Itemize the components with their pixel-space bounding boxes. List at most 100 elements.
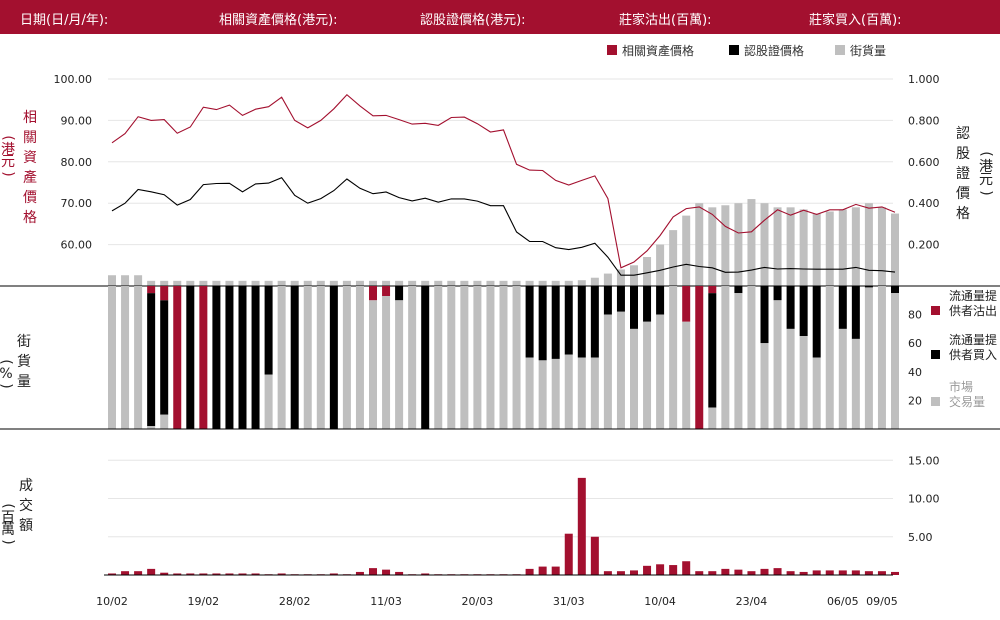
turnover-bar [277,573,286,575]
turnover-bar [682,561,691,575]
date-label: 日期(日/月/年): [20,13,109,28]
mm-buy-label: 莊家買入(百萬): [809,13,902,28]
lp-buy-bar [551,286,560,359]
street-volume-bar [512,280,521,286]
market-volume-bar [369,300,377,429]
mm-sell-label: 莊家沽出(百萬): [619,13,712,28]
turnover-bar [760,568,769,575]
market-volume-bar [825,286,834,429]
market-volume-bar [786,328,795,429]
lp-buy-bar [708,293,717,408]
right-tick-label: 0.800 [908,114,940,127]
lp-buy-bar [329,286,338,429]
legend-label: 認股證價格 [744,43,804,58]
left-axis-label: 產 [23,169,37,186]
mid-axis-label: ( [0,359,14,364]
street-volume-bar [369,280,377,286]
street-volume-bar [290,280,299,286]
legend-label: 相關資產價格 [622,43,694,58]
turnover-bar [603,571,612,575]
turnover-bar [891,571,899,575]
market-volume-bar [160,414,169,429]
street-volume-bar [747,199,756,286]
mid-tick-label: 60 [908,337,922,350]
lp-buy-bar [656,286,665,315]
market-volume-bar [264,374,273,429]
street-volume-bar [734,203,743,286]
turnover-bar [799,571,808,575]
right-axis-label: 元 [979,172,993,188]
market-volume-bar [721,286,730,429]
mid-legend-label: 市場 [949,379,973,394]
legend-swatch [729,45,739,55]
street-volume-bar [669,230,678,286]
lp-sell-bar [682,286,691,322]
market-volume-bar [577,357,586,429]
street-volume-bar [786,207,795,286]
x-tick-label: 20/03 [462,595,494,608]
street-volume-bar [408,280,417,286]
street-volume-bar [525,280,534,286]
street-volume-bar [134,275,143,286]
bottom-axis-label: 額 [19,518,33,534]
lp-buy-bar [290,286,299,429]
mid-legend-label: 流通量提 [949,288,997,303]
street-volume-bar [603,273,612,286]
market-volume-bar [630,328,638,429]
lp-sell-bar [369,286,377,301]
bottom-tick-label: 15.00 [908,454,940,467]
market-volume-bar [891,293,899,429]
market-volume-bar [525,357,534,429]
bottom-axis-label: 百 [1,510,15,526]
street-volume-bar [825,211,834,286]
street-volume-bar [838,209,847,286]
lp-buy-bar [538,286,547,361]
market-volume-bar [277,286,286,429]
street-volume-bar [695,203,704,286]
lp-sell-bar [160,286,169,301]
left-tick-label: 70.00 [61,197,93,210]
street-volume-bar [329,280,338,286]
right-axis-label: 港 [979,159,993,175]
left-axis-label: ) [0,171,16,176]
street-volume-bar [486,280,495,286]
mid-legend-label: 交易量 [949,394,985,409]
market-volume-bar [121,286,130,429]
turnover-bar [395,571,404,575]
lp-sell-bar [708,286,717,294]
turnover-bar [825,570,834,575]
market-volume-bar [551,358,560,429]
street-volume-bar [460,280,469,286]
street-volume-bar [382,280,391,286]
market-volume-bar [643,321,652,429]
lp-buy-bar [786,286,795,329]
mid-legend-swatch [931,350,940,359]
turnover-bar [786,571,795,575]
market-volume-bar [434,286,443,429]
market-volume-bar [134,286,143,429]
market-volume-bar [734,293,743,429]
bottom-axis-label: 成 [19,478,33,494]
turnover-bar [238,573,247,575]
street-volume-bar [342,280,351,286]
turnover-bar [538,566,547,575]
lp-buy-bar [251,286,260,429]
turnover-bar [630,570,638,575]
x-tick-label: 10/02 [96,595,128,608]
x-tick-label: 23/04 [736,595,768,608]
market-volume-bar [382,296,391,429]
market-volume-bar [408,286,417,429]
market-volume-bar [656,314,665,429]
mid-tick-label: 40 [908,366,922,379]
market-volume-bar [473,286,482,429]
street-volume-bar [708,207,717,286]
lp-buy-bar [421,286,430,429]
lp-buy-bar [212,286,221,429]
street-volume-bar [447,280,456,286]
bottom-axis-label: 交 [19,497,33,514]
left-tick-label: 100.00 [54,73,93,86]
right-axis-label: 證 [956,165,970,182]
street-volume-bar [212,280,221,286]
street-volume-bar [277,280,286,286]
lp-buy-bar [864,286,873,288]
